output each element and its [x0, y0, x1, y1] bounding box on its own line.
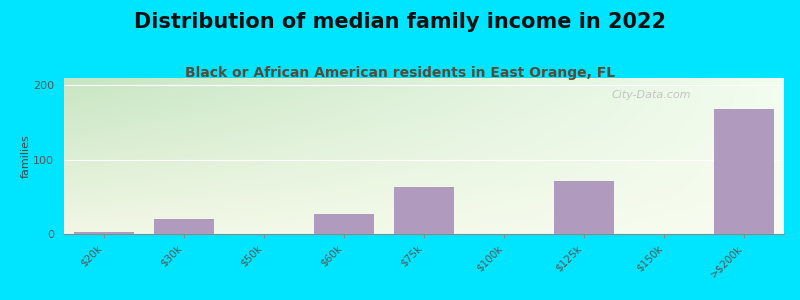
Text: City-Data.com: City-Data.com — [611, 91, 690, 100]
Y-axis label: families: families — [20, 134, 30, 178]
Bar — [714, 109, 774, 234]
Bar — [154, 219, 214, 234]
Bar — [74, 232, 134, 234]
Bar — [394, 187, 454, 234]
Text: Distribution of median family income in 2022: Distribution of median family income in … — [134, 12, 666, 32]
Bar — [554, 181, 614, 234]
Text: Black or African American residents in East Orange, FL: Black or African American residents in E… — [185, 66, 615, 80]
Bar — [314, 214, 374, 234]
